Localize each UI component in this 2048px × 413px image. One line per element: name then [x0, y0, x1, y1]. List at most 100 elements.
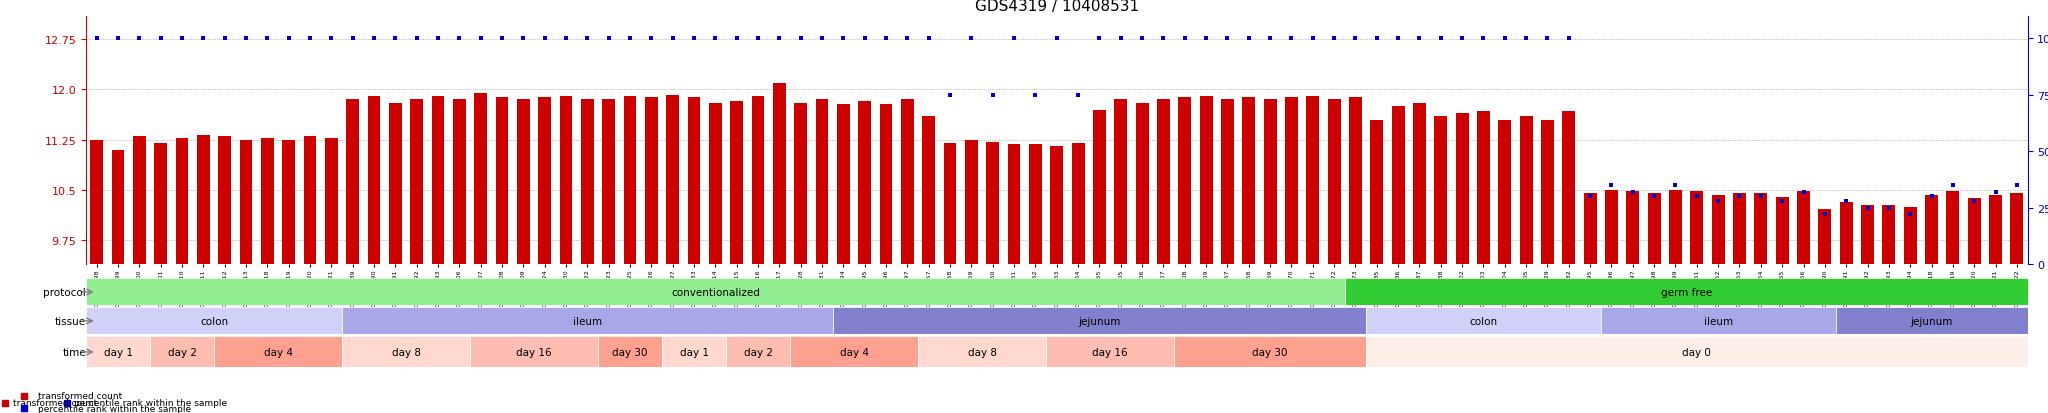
- Bar: [496, 98, 508, 264]
- Text: day 16: day 16: [1092, 347, 1128, 357]
- Bar: [1583, 194, 1597, 264]
- Bar: [346, 100, 358, 264]
- Bar: [1669, 191, 1681, 264]
- Bar: [625, 97, 637, 264]
- Bar: [176, 138, 188, 264]
- Text: day 1: day 1: [104, 347, 133, 357]
- Text: colon: colon: [201, 316, 227, 326]
- Bar: [838, 105, 850, 264]
- FancyBboxPatch shape: [86, 279, 1346, 306]
- Bar: [303, 137, 317, 264]
- Bar: [453, 100, 465, 264]
- Text: jejunum: jejunum: [1911, 316, 1952, 326]
- Bar: [1456, 114, 1468, 264]
- Text: germ free: germ free: [1661, 287, 1712, 297]
- Bar: [1008, 145, 1020, 264]
- Bar: [1733, 194, 1745, 264]
- Bar: [1839, 203, 1853, 264]
- FancyBboxPatch shape: [471, 337, 598, 368]
- Bar: [1989, 196, 2001, 264]
- FancyBboxPatch shape: [1366, 337, 2028, 368]
- Bar: [369, 97, 381, 264]
- Bar: [1925, 196, 1937, 264]
- FancyBboxPatch shape: [1366, 308, 1602, 335]
- Bar: [602, 100, 614, 264]
- Text: conventionalized: conventionalized: [672, 287, 760, 297]
- Bar: [731, 102, 743, 264]
- Bar: [1563, 112, 1575, 264]
- Bar: [922, 117, 936, 264]
- Text: day 30: day 30: [612, 347, 647, 357]
- FancyBboxPatch shape: [342, 308, 834, 335]
- Bar: [326, 139, 338, 264]
- Bar: [1690, 192, 1704, 264]
- Bar: [815, 100, 829, 264]
- Bar: [90, 140, 102, 264]
- Bar: [772, 83, 786, 264]
- Bar: [1413, 104, 1425, 264]
- Bar: [858, 102, 870, 264]
- FancyBboxPatch shape: [791, 337, 918, 368]
- Bar: [475, 93, 487, 264]
- Bar: [1071, 144, 1085, 264]
- FancyBboxPatch shape: [215, 337, 342, 368]
- Bar: [881, 105, 893, 264]
- Text: time: time: [61, 347, 86, 357]
- Text: transformed count: transformed count: [39, 391, 123, 400]
- FancyBboxPatch shape: [918, 337, 1047, 368]
- Bar: [1905, 207, 1917, 264]
- Text: percentile rank within the sample: percentile rank within the sample: [74, 398, 227, 407]
- Bar: [709, 104, 721, 264]
- Text: transformed count: transformed count: [12, 398, 96, 407]
- Bar: [410, 100, 424, 264]
- Bar: [582, 100, 594, 264]
- Text: day 16: day 16: [516, 347, 551, 357]
- Bar: [2011, 194, 2023, 264]
- Text: day 2: day 2: [168, 347, 197, 357]
- Bar: [1540, 120, 1554, 264]
- Bar: [1307, 97, 1319, 264]
- Text: ileum: ileum: [573, 316, 602, 326]
- Text: day 1: day 1: [680, 347, 709, 357]
- FancyBboxPatch shape: [1835, 308, 2028, 335]
- Text: day 8: day 8: [967, 347, 997, 357]
- Bar: [283, 140, 295, 264]
- Bar: [1862, 205, 1874, 264]
- FancyBboxPatch shape: [1346, 279, 2028, 306]
- Text: tissue: tissue: [55, 316, 86, 326]
- Bar: [1819, 209, 1831, 264]
- Title: GDS4319 / 10408531: GDS4319 / 10408531: [975, 0, 1139, 14]
- Bar: [1499, 120, 1511, 264]
- FancyBboxPatch shape: [86, 308, 342, 335]
- Bar: [752, 97, 764, 264]
- FancyBboxPatch shape: [1602, 308, 1835, 335]
- FancyBboxPatch shape: [86, 337, 150, 368]
- Bar: [1094, 110, 1106, 264]
- Text: day 30: day 30: [1253, 347, 1288, 357]
- Text: day 2: day 2: [743, 347, 772, 357]
- Text: day 8: day 8: [391, 347, 420, 357]
- Bar: [1051, 147, 1063, 264]
- Bar: [1327, 100, 1341, 264]
- Bar: [1882, 205, 1894, 264]
- FancyBboxPatch shape: [150, 337, 215, 368]
- Bar: [219, 137, 231, 264]
- Bar: [901, 100, 913, 264]
- FancyBboxPatch shape: [1047, 337, 1174, 368]
- Bar: [1200, 97, 1212, 264]
- Text: percentile rank within the sample: percentile rank within the sample: [39, 404, 193, 413]
- Bar: [1157, 100, 1169, 264]
- Bar: [944, 144, 956, 264]
- Bar: [1137, 104, 1149, 264]
- Bar: [559, 97, 573, 264]
- FancyBboxPatch shape: [662, 337, 727, 368]
- Bar: [795, 104, 807, 264]
- Bar: [432, 97, 444, 264]
- Bar: [1755, 194, 1767, 264]
- Text: colon: colon: [1468, 316, 1497, 326]
- Bar: [1114, 100, 1126, 264]
- Bar: [1243, 98, 1255, 264]
- Text: day 4: day 4: [840, 347, 868, 357]
- Bar: [645, 98, 657, 264]
- Bar: [1350, 98, 1362, 264]
